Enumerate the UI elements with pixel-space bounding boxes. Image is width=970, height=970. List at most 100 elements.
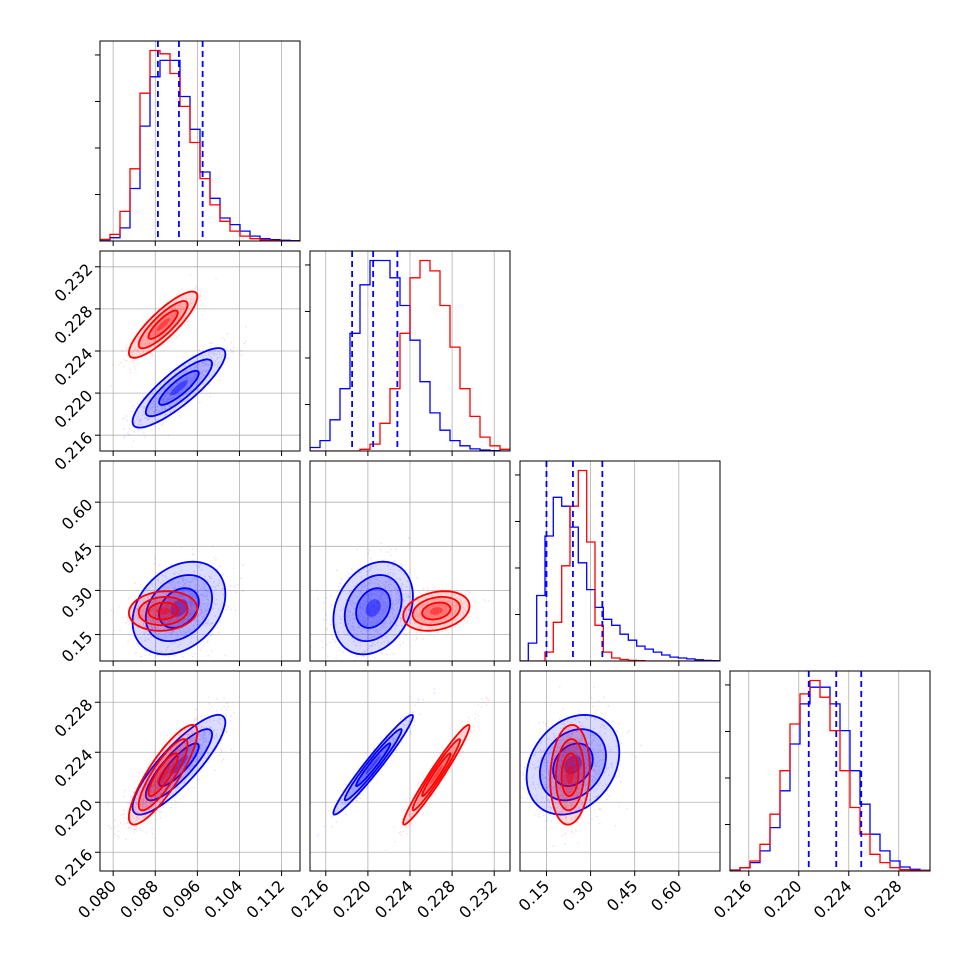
contour-line (402, 723, 471, 826)
density-fill (555, 739, 585, 811)
density-fill (430, 765, 443, 785)
scatter-points (110, 274, 217, 387)
density-fill (156, 607, 170, 615)
contour-line (343, 574, 403, 643)
density-fill (333, 714, 413, 815)
contour-line (158, 587, 200, 629)
contour-line (411, 738, 461, 812)
density-fill (159, 743, 199, 787)
y-tick-label: 0.232 (51, 260, 97, 306)
density-fill (145, 359, 213, 417)
x-tick-label: 0.224 (810, 876, 856, 922)
density-fill (412, 739, 460, 811)
panel-frame (519, 460, 721, 662)
scatter-points (122, 326, 247, 442)
y-tick-label: 0.216 (51, 845, 97, 891)
y-tick-label: 0.45 (58, 539, 97, 578)
y-tick-label: 0.228 (51, 302, 97, 348)
panel-frame (729, 670, 931, 872)
scatter-points (379, 586, 490, 641)
panel-p3-p4: 0.15 0.30 0.45 0.60 (515, 670, 721, 915)
scatter-points (521, 686, 642, 847)
x-tick-label: 0.220 (329, 876, 375, 922)
density-fill (170, 380, 188, 396)
panel-content (520, 461, 720, 661)
contour-line (127, 723, 199, 826)
density-fill (159, 370, 199, 405)
contour-line (549, 723, 591, 826)
panel-content (310, 251, 510, 451)
x-tick-label: 0.088 (116, 876, 162, 922)
y-tick-label: 0.224 (51, 745, 97, 791)
panel-content (316, 688, 490, 851)
histogram-step (730, 679, 930, 871)
contour-line (555, 738, 585, 812)
panel-content (521, 686, 642, 847)
contour-line (144, 358, 214, 418)
scatter-points (116, 696, 213, 838)
density-fill (156, 318, 170, 331)
x-tick-label: 0.15 (515, 876, 554, 915)
density-fill (333, 561, 413, 655)
x-tick-label: 0.232 (455, 876, 501, 922)
density-fill (365, 755, 381, 775)
y-tick-label: 0.60 (58, 495, 97, 534)
density-fill (403, 724, 470, 825)
panel-p2-p2 (305, 250, 511, 456)
density-fill (148, 602, 178, 620)
contour-line (127, 290, 199, 359)
density-fill (356, 588, 391, 628)
density-fill (128, 291, 198, 358)
contour-line (131, 714, 227, 816)
x-tick-label: 0.216 (287, 876, 333, 922)
scatter-points (384, 696, 490, 851)
contour-line (538, 728, 607, 802)
panel-p1-p1 (95, 40, 301, 246)
y-tick-label: 0.220 (51, 795, 97, 841)
y-tick-label: 0.216 (51, 428, 97, 474)
density-fill (422, 602, 451, 620)
panel-frame (99, 40, 301, 242)
y-tick-label: 0.228 (51, 695, 97, 741)
density-fill (344, 729, 402, 801)
x-tick-label: 0.096 (158, 876, 204, 922)
x-tick-label: 0.080 (74, 876, 120, 922)
contour-line (402, 590, 471, 632)
contour-line (137, 595, 189, 627)
contour-line (525, 713, 621, 816)
x-tick-label: 0.60 (647, 876, 686, 915)
x-tick-label: 0.104 (200, 876, 246, 922)
x-tick-label: 0.224 (371, 876, 417, 922)
contour-line (158, 369, 200, 406)
contour-line (144, 728, 214, 802)
density-fill (138, 596, 188, 626)
density-fill (430, 607, 443, 615)
density-fill (132, 714, 226, 815)
y-tick-label: 0.224 (51, 344, 97, 390)
density-fill (170, 599, 188, 617)
panel-content (110, 274, 247, 442)
density-fill (128, 724, 198, 825)
panel-p3-p3 (515, 460, 721, 666)
y-tick-label: 0.15 (58, 627, 97, 666)
x-tick-label: 0.228 (413, 876, 459, 922)
density-fill (365, 599, 381, 617)
contour-line (147, 309, 179, 340)
contour-line (355, 742, 392, 787)
contour-line (343, 728, 403, 802)
x-tick-label: 0.45 (603, 876, 642, 915)
histogram-step (520, 496, 720, 661)
contour-line (421, 601, 452, 621)
contour-line (131, 560, 227, 656)
scatter-points (540, 686, 602, 845)
contour-line (147, 601, 179, 621)
panel-frame (519, 670, 721, 872)
contour-line (131, 347, 227, 429)
y-tick-label: 0.220 (51, 386, 97, 432)
contour-line (355, 587, 392, 629)
x-tick-label: 0.228 (860, 876, 906, 922)
y-tick-label: 0.30 (58, 583, 97, 622)
x-tick-label: 0.220 (760, 876, 806, 922)
histogram-step (520, 469, 720, 661)
